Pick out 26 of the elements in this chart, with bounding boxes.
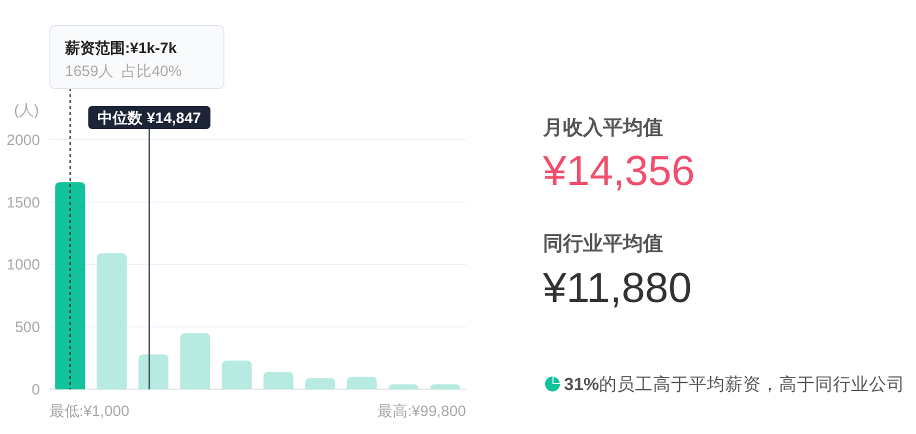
text: 中位数 ¥14,847 [98,110,202,127]
text: 薪资范围:¥1k-7k [64,40,178,57]
text: 最高:¥99,800 [378,403,466,420]
text: 最低:¥1,000 [49,403,130,420]
text: 月收入平均值 [542,116,663,139]
y-tick-label: 1000 [6,256,40,274]
bar [263,372,294,390]
bar [138,354,168,390]
y-tick-label: 1500 [6,194,40,212]
bar [96,253,127,390]
bar [180,333,210,390]
bar [346,376,377,390]
bar [305,378,336,390]
y-tick-label: 2000 [6,132,40,149]
y-axis-title: (人) [14,102,39,119]
bar [388,384,418,390]
y-tick-label: 500 [14,319,40,336]
text: ¥14,356 [542,147,695,194]
y-tick-label: 0 [32,382,40,399]
bar [55,182,86,390]
text: 31%的员工高于平均薪资，高于同行业公司 [564,374,906,394]
text: 1659人 占比40% [65,63,182,80]
bar [430,384,460,390]
text: 同行业平均值 [543,233,663,255]
bar [222,360,252,390]
text: ¥11,880 [542,264,692,311]
